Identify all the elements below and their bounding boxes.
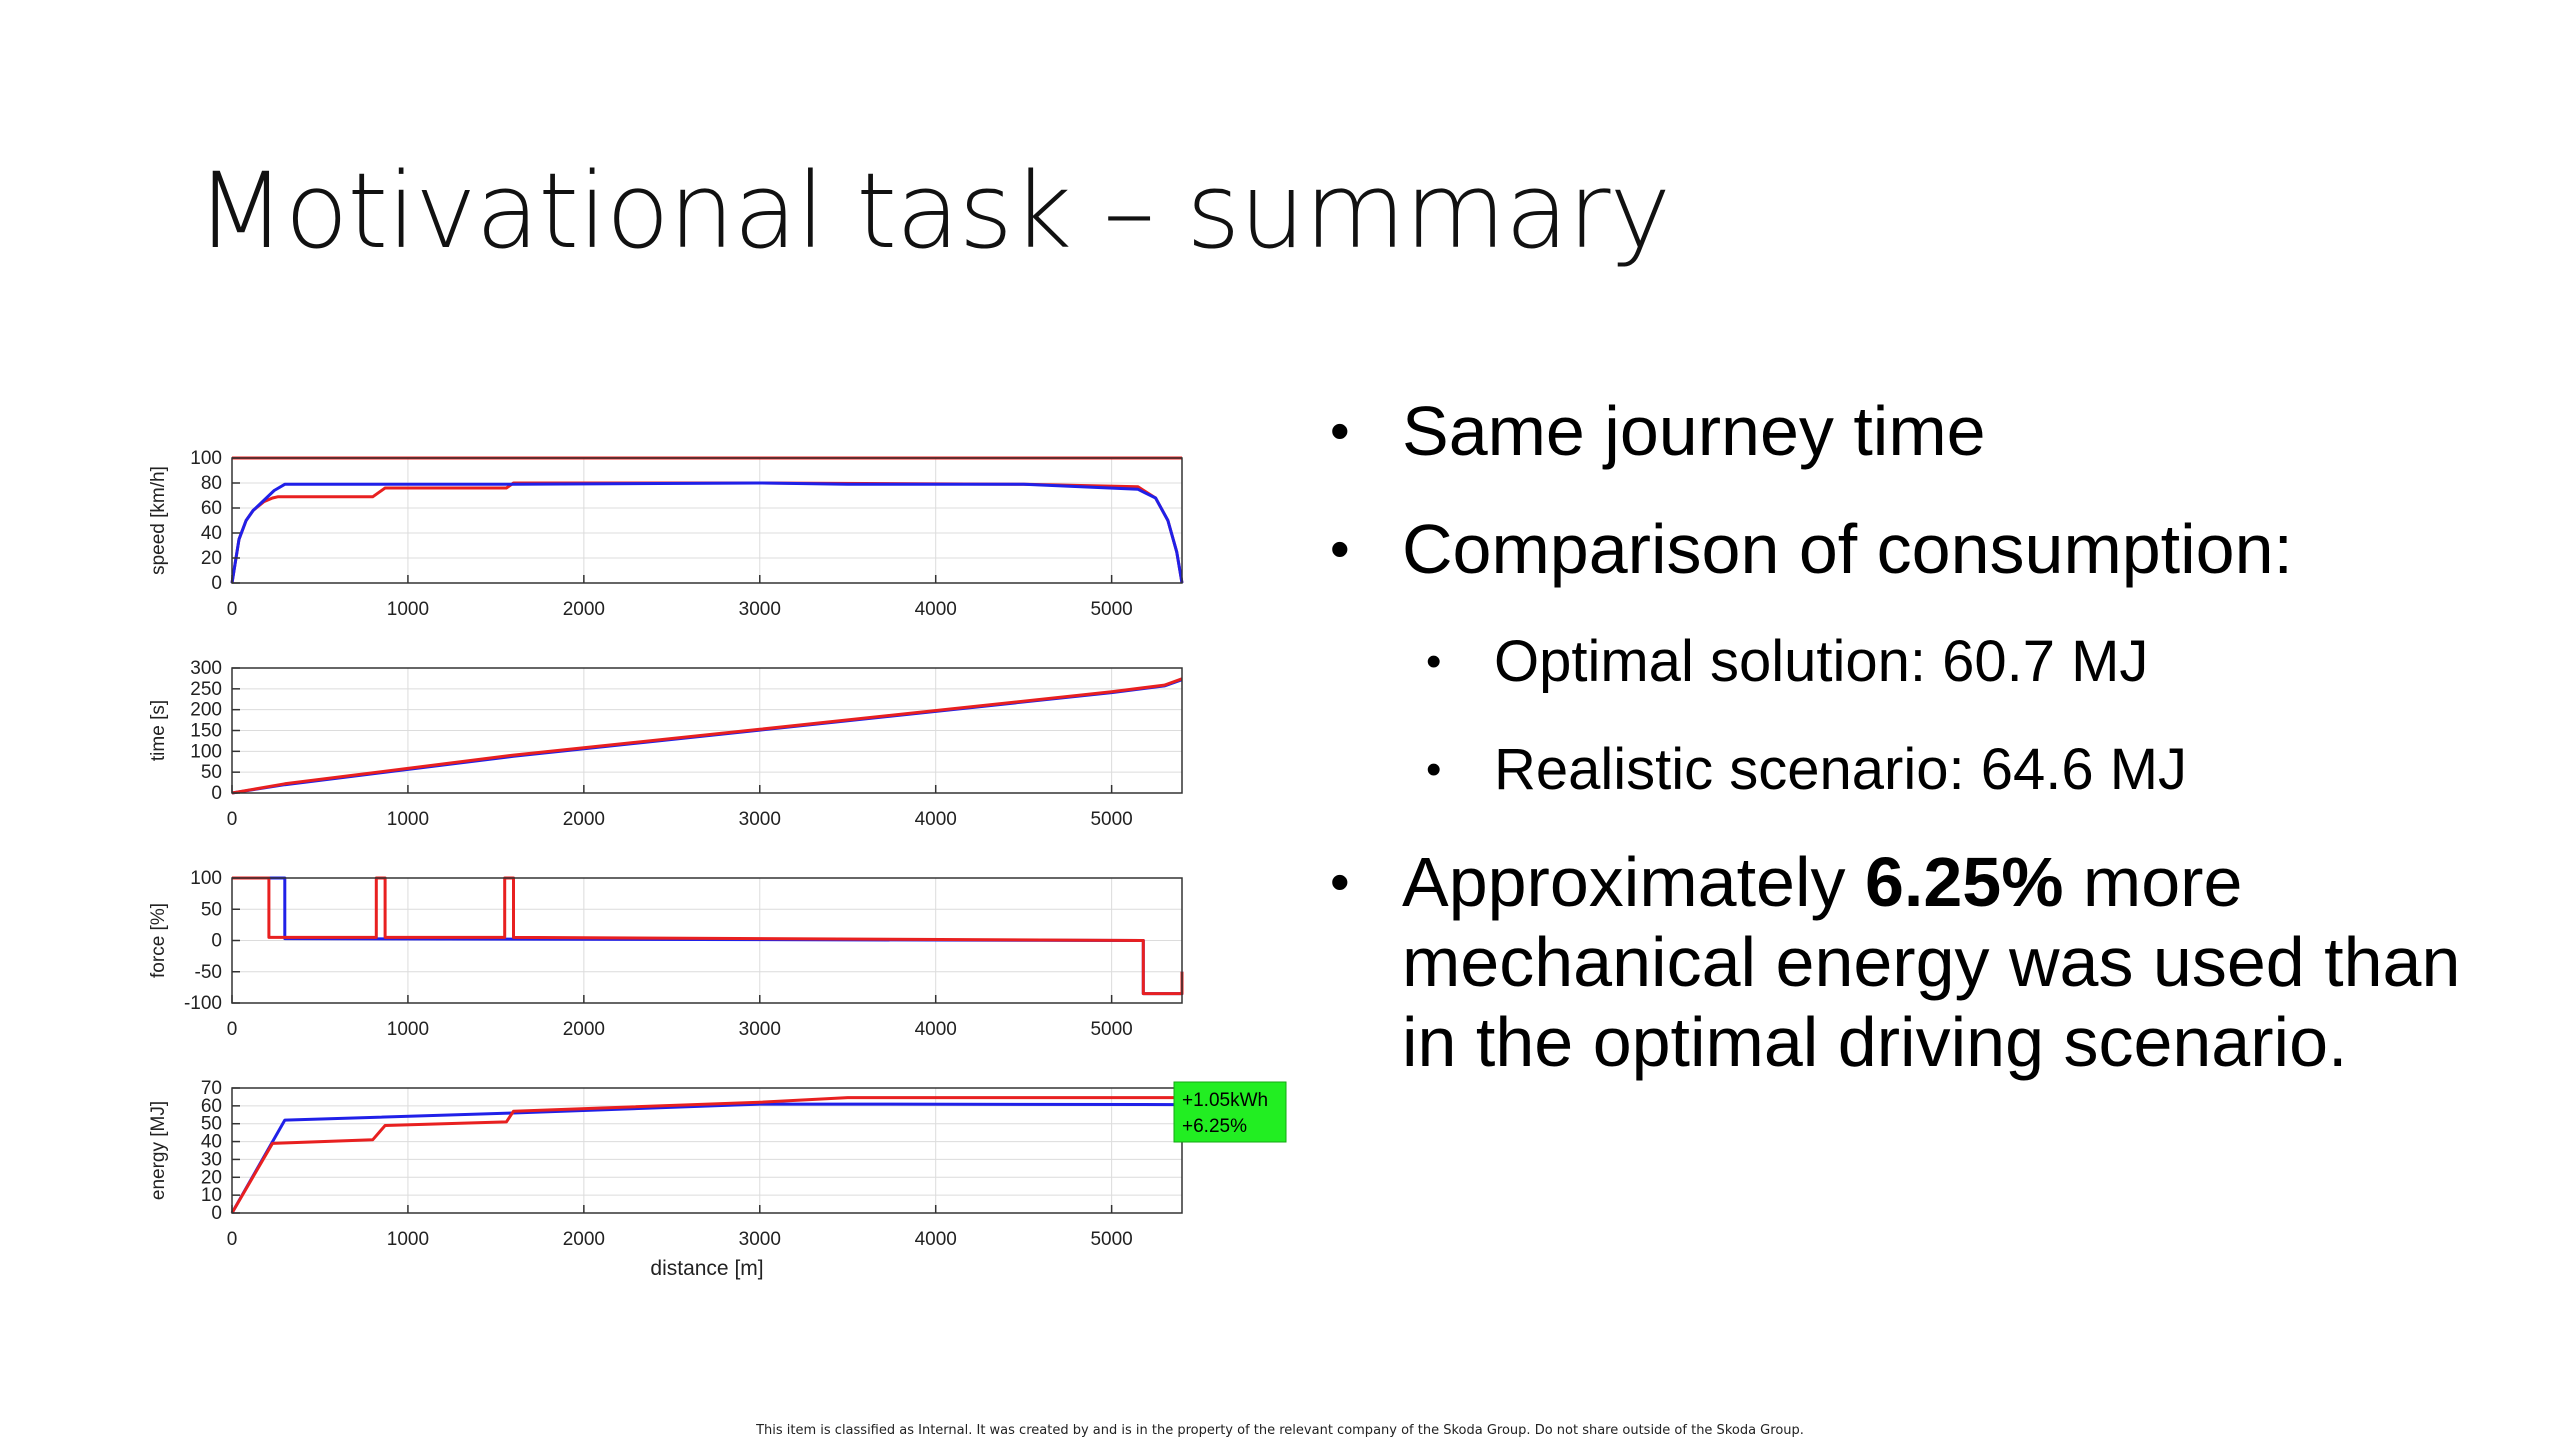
y-tick-label-1-100: 100 <box>190 741 222 762</box>
y-tick-label-3-60: 60 <box>201 1096 222 1117</box>
bullet-energy-conclusion: Approximately 6.25% more mechanical ener… <box>1330 842 2480 1082</box>
y-tick-label-3-10: 10 <box>201 1185 222 1206</box>
x-axis-label-3: distance [m] <box>650 1257 763 1280</box>
plot-area-0 <box>232 458 1182 583</box>
x-tick-label-1-5000: 5000 <box>1090 809 1132 830</box>
y-tick-label-2-50: 50 <box>201 899 222 920</box>
y-tick-label-1-0: 0 <box>211 783 222 804</box>
x-tick-label-3-1000: 1000 <box>387 1229 429 1250</box>
x-tick-label-1-0: 0 <box>227 809 238 830</box>
conclusion-post: more mechanical energy was used than in … <box>1402 843 2461 1081</box>
series-line-0-1 <box>230 481 1184 584</box>
x-tick-label-0-5000: 5000 <box>1090 599 1132 620</box>
x-tick-label-3-4000: 4000 <box>915 1229 957 1250</box>
sub-bullet-optimal: Optimal solution: 60.7 MJ <box>1330 626 2480 698</box>
x-tick-label-2-2000: 2000 <box>563 1019 605 1040</box>
y-tick-label-0-40: 40 <box>201 523 222 544</box>
footer-classification: This item is classified as Internal. It … <box>756 1423 1804 1438</box>
x-tick-label-2-0: 0 <box>227 1019 238 1040</box>
y-tick-label-0-80: 80 <box>201 473 222 494</box>
y-tick-label-1-300: 300 <box>190 658 222 679</box>
x-tick-label-3-2000: 2000 <box>563 1229 605 1250</box>
y-tick-label-3-20: 20 <box>201 1167 222 1188</box>
y-tick-label-1-150: 150 <box>190 721 222 742</box>
x-tick-label-1-4000: 4000 <box>915 809 957 830</box>
y-tick-label-3-70: 70 <box>201 1078 222 1099</box>
y-axis-label-1: time [s] <box>148 700 169 761</box>
y-tick-label-0-60: 60 <box>201 498 222 519</box>
y-axis-label-0: speed [km/h] <box>148 466 169 575</box>
x-tick-label-0-0: 0 <box>227 599 238 620</box>
energy-delta-annotation <box>1173 1081 1287 1143</box>
x-tick-label-0-1000: 1000 <box>387 599 429 620</box>
bullet-journey-time: Same journey time <box>1330 390 2480 472</box>
conclusion-percentage: 6.25% <box>1864 843 2064 921</box>
y-tick-label-0-100: 100 <box>190 448 222 469</box>
bullet-consumption: Comparison of consumption: <box>1330 508 2480 590</box>
x-tick-label-2-5000: 5000 <box>1090 1019 1132 1040</box>
conclusion-pre: Approximately <box>1402 843 1865 921</box>
x-tick-label-0-2000: 2000 <box>563 599 605 620</box>
y-tick-label-1-50: 50 <box>201 762 222 783</box>
x-tick-label-1-3000: 3000 <box>739 809 781 830</box>
x-tick-label-2-1000: 1000 <box>387 1019 429 1040</box>
y-tick-label-2-0: 0 <box>211 931 222 952</box>
x-tick-label-1-2000: 2000 <box>563 809 605 830</box>
y-tick-label-0-20: 20 <box>201 548 222 569</box>
y-tick-label-1-200: 200 <box>190 700 222 721</box>
y-tick-label-1-250: 250 <box>190 679 222 700</box>
y-tick-label-0-0: 0 <box>211 573 222 594</box>
plot-frame-3 <box>231 1087 1183 1214</box>
x-tick-label-1-1000: 1000 <box>387 809 429 830</box>
x-tick-label-0-4000: 4000 <box>915 599 957 620</box>
slide-title: Motivational task – summary <box>196 150 1671 272</box>
plot-frame-0 <box>231 457 1183 584</box>
x-tick-label-2-4000: 4000 <box>915 1019 957 1040</box>
series-line-2-1 <box>232 876 1184 996</box>
series-line-3-0 <box>230 1102 1183 1214</box>
series-line-1-1 <box>231 677 1183 795</box>
y-axis-label-2: force [%] <box>148 903 169 978</box>
y-axis-label-3: energy [MJ] <box>148 1101 169 1200</box>
bullet-list: Same journey time Comparison of consumpt… <box>1330 390 2480 1118</box>
y-tick-label-3-50: 50 <box>201 1114 222 1135</box>
x-tick-label-2-3000: 3000 <box>739 1019 781 1040</box>
y-tick-label-2-100: 100 <box>190 868 222 889</box>
sub-bullet-realistic: Realistic scenario: 64.6 MJ <box>1330 734 2480 806</box>
y-tick-label-3-40: 40 <box>201 1132 222 1153</box>
x-tick-label-3-5000: 5000 <box>1090 1229 1132 1250</box>
y-tick-label-3-30: 30 <box>201 1149 222 1170</box>
series-line-3-1 <box>230 1096 1182 1214</box>
x-tick-label-3-3000: 3000 <box>739 1229 781 1250</box>
annotation-line-1: +6.25% <box>1182 1116 1247 1137</box>
x-tick-label-0-3000: 3000 <box>739 599 781 620</box>
plot-area-3 <box>232 1088 1182 1213</box>
y-tick-label-2--100: -100 <box>184 993 222 1014</box>
y-tick-label-2--50: -50 <box>195 962 222 983</box>
annotation-line-0: +1.05kWh <box>1182 1090 1268 1111</box>
x-tick-label-3-0: 0 <box>227 1229 238 1250</box>
y-tick-label-3-0: 0 <box>211 1203 222 1224</box>
